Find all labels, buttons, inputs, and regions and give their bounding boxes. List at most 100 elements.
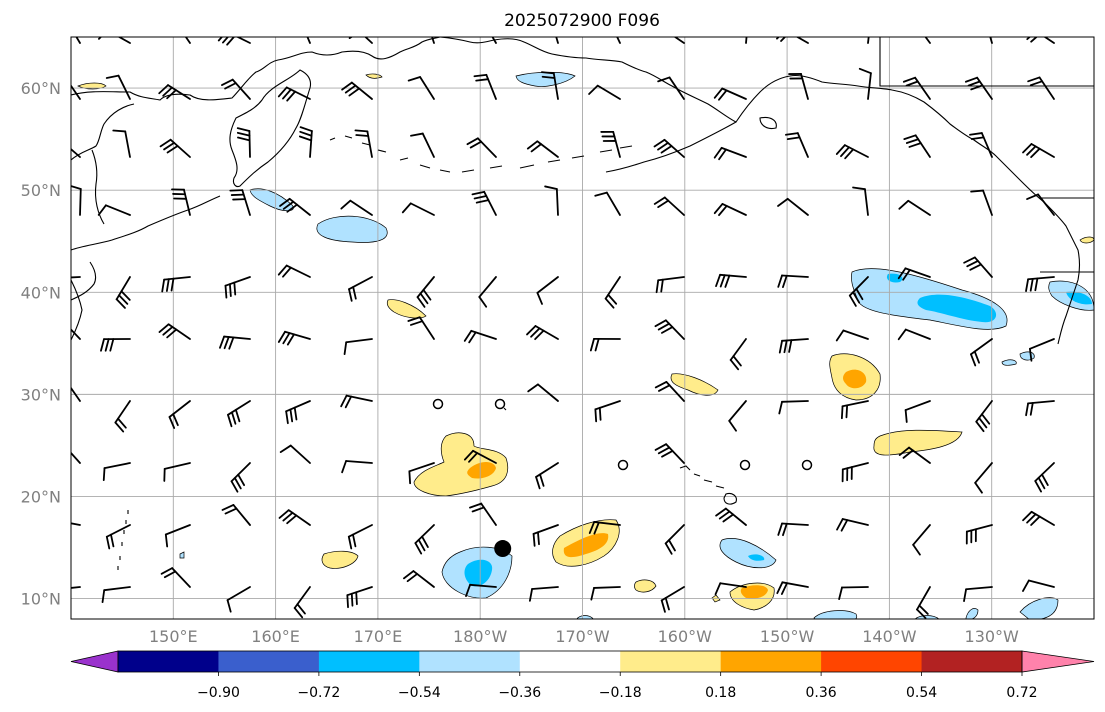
wind-barb <box>652 37 685 44</box>
wind-barb <box>277 86 311 102</box>
positive-region <box>563 533 609 558</box>
wind-barb <box>354 129 373 158</box>
negative-region <box>813 610 858 619</box>
colorbar-segment <box>921 651 1023 672</box>
positive-region <box>843 369 867 389</box>
calm-circle <box>739 459 751 471</box>
wind-barb <box>1025 400 1055 417</box>
lon-tick-label: 150°E <box>149 627 198 646</box>
lon-tick-label: 160°W <box>658 627 713 646</box>
wind-barb <box>975 400 993 433</box>
wind-barb <box>916 586 931 619</box>
wind-barb <box>105 524 131 550</box>
lat-tick-label: 10°N <box>21 590 61 609</box>
negative-region <box>914 615 940 619</box>
wind-barb <box>526 325 559 341</box>
positive-region <box>1079 236 1094 244</box>
wind-barb <box>897 267 931 281</box>
colorbar-segment <box>419 651 521 672</box>
wind-barb <box>230 462 251 493</box>
wind-barb <box>97 204 131 216</box>
colorbar-extend-high <box>1021 650 1095 673</box>
negative-region <box>917 294 997 323</box>
wind-barb <box>970 338 993 367</box>
colorbar-segment <box>720 651 822 672</box>
wind-barb <box>115 276 131 309</box>
midway-atoll <box>503 407 507 411</box>
positive-region <box>873 429 963 456</box>
canada-border-south <box>1040 197 1094 273</box>
wind-barb <box>777 522 809 537</box>
wind-barb <box>347 524 373 550</box>
colorbar-segment <box>620 651 722 672</box>
wind-barb <box>713 87 747 101</box>
wind-barb <box>71 276 81 279</box>
wind-barb <box>540 71 559 100</box>
map-title: 2025072900 F096 <box>504 11 660 31</box>
wind-barb <box>841 462 869 483</box>
wind-barb <box>835 329 869 342</box>
wind-barb <box>75 37 81 44</box>
positive-region <box>740 585 768 599</box>
wind-barb <box>848 276 869 307</box>
wind-barb <box>158 323 191 340</box>
wind-barb <box>867 37 870 44</box>
colorbar-extend-low <box>70 650 119 673</box>
wind-barb <box>532 524 559 547</box>
wind-barb <box>528 586 559 602</box>
wind-barb <box>527 383 559 402</box>
wind-barb <box>491 37 497 44</box>
colorbar-segment <box>218 651 320 672</box>
colorbar-segment <box>318 651 420 672</box>
wind-barb <box>463 449 497 464</box>
wind-barb <box>471 190 497 216</box>
colorbar-tick-label: −0.54 <box>398 685 441 701</box>
wind-barb <box>535 462 559 490</box>
wind-barb <box>341 460 373 474</box>
wind-barb <box>219 335 251 350</box>
colorbar-segment <box>118 651 219 672</box>
colorbar-tick-label: 0.72 <box>1006 685 1037 701</box>
wind-barb <box>293 586 311 619</box>
negative-region <box>886 273 903 283</box>
wind-barb <box>298 126 313 158</box>
wind-barb <box>227 400 251 428</box>
negative-region <box>464 559 493 587</box>
wind-barb <box>184 37 191 44</box>
wind-barb <box>71 451 81 464</box>
wind-barb <box>163 462 191 482</box>
wind-barb <box>473 73 497 100</box>
wind-barb <box>466 137 497 158</box>
wind-barb <box>745 37 748 44</box>
wind-barb <box>963 586 993 602</box>
colorbar-tick-label: 0.36 <box>806 685 837 701</box>
positive-region <box>413 432 509 497</box>
wind-barb <box>171 188 191 216</box>
negative-region <box>316 215 388 243</box>
wind-barb <box>969 132 993 158</box>
wind-barb <box>777 274 809 289</box>
longitude-labels: 150°E 160°E 170°E 180°W 170°W 160°W 150°W 140°W… <box>149 627 1019 646</box>
coastlines <box>71 37 1094 570</box>
negative-region <box>719 538 777 569</box>
wind-barb <box>778 338 809 354</box>
wind-barb <box>713 203 747 217</box>
colorbar-tick-label: 0.54 <box>906 685 937 701</box>
wind-barb <box>776 581 809 595</box>
map-area <box>71 37 1094 619</box>
wind-barb <box>340 199 373 216</box>
wind-barb <box>161 276 191 293</box>
colorbar-tick-label: −0.72 <box>297 685 340 701</box>
wind-barb <box>654 319 685 340</box>
wind-barb <box>346 586 373 609</box>
negative-region <box>1019 597 1059 619</box>
wind-barb <box>278 509 311 526</box>
wind-barb <box>414 524 435 555</box>
lon-tick-label: 160°E <box>251 627 300 646</box>
wind-barb <box>590 586 621 601</box>
wind-barb <box>1025 276 1055 292</box>
japan-coastline <box>71 195 221 251</box>
wind-barb <box>778 400 809 415</box>
wind-barb <box>71 147 81 158</box>
wind-barb <box>660 586 685 613</box>
